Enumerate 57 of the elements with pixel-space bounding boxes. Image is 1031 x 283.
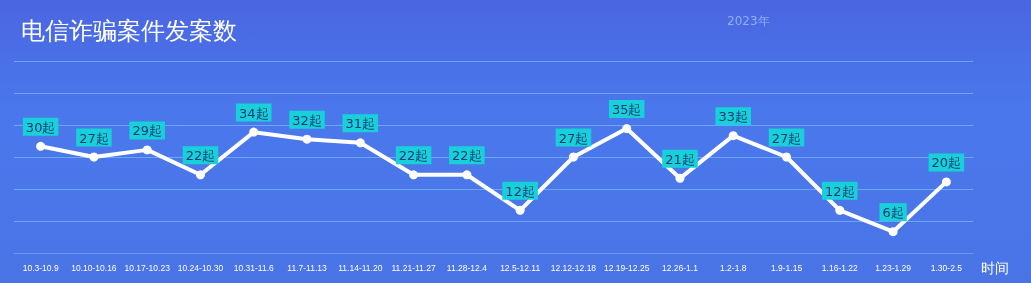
- point: [782, 152, 792, 162]
- data-label: 30起: [25, 119, 56, 135]
- point: [36, 141, 46, 151]
- data-label: 20起: [931, 155, 962, 171]
- x-tick-label: 10.3-10.9: [22, 262, 59, 273]
- x-tick-label: 12.5-12.11: [500, 262, 541, 273]
- data-label: 27起: [558, 130, 589, 146]
- point: [462, 170, 472, 180]
- x-tick-label: 11.21-11.27: [391, 262, 436, 273]
- x-axis-title: 时间: [981, 260, 1009, 276]
- point: [941, 177, 951, 187]
- data-label: 6起: [882, 205, 904, 221]
- data-label: 31起: [345, 116, 376, 132]
- x-tick-label: 10.17-10.23: [124, 262, 171, 273]
- x-tick-label: 11.28-12.4: [446, 262, 488, 273]
- point: [249, 127, 259, 137]
- point: [888, 227, 898, 237]
- x-tick-label: 10.31-11.6: [233, 262, 275, 273]
- data-label: 27起: [771, 130, 802, 146]
- point: [622, 124, 632, 134]
- point: [675, 173, 685, 183]
- data-label: 12起: [825, 183, 855, 199]
- data-label: 35起: [611, 102, 642, 118]
- chart-subtitle: 2023年: [727, 14, 770, 28]
- point: [302, 134, 312, 144]
- chart-title: 电信诈骗案件发案数: [21, 17, 237, 45]
- x-tick-label: 1.23-1.29: [875, 262, 912, 273]
- x-tick-label: 1.16-1.22: [821, 262, 859, 273]
- data-label: 34起: [238, 105, 269, 121]
- data-label: 22起: [398, 148, 429, 164]
- x-tick-label: 11.14-11.20: [338, 262, 383, 273]
- point: [568, 152, 578, 162]
- x-tick-label: 12.26-1.1: [662, 262, 699, 273]
- x-tick-label: 12.12-12.18: [550, 262, 597, 273]
- point: [142, 145, 152, 155]
- point: [89, 152, 99, 162]
- data-label: 12起: [505, 183, 535, 199]
- data-label: 22起: [185, 148, 216, 164]
- point: [409, 170, 419, 180]
- x-tick-label: 10.24-10.30: [177, 262, 224, 273]
- point: [835, 205, 845, 215]
- point: [728, 131, 738, 141]
- x-tick-label: 1.9-1.15: [770, 262, 803, 273]
- point: [515, 205, 525, 215]
- data-label: 32起: [292, 112, 322, 128]
- data-label: 27起: [79, 130, 109, 146]
- data-label: 21起: [665, 151, 695, 167]
- x-tick-label: 11.7-11.13: [287, 262, 327, 273]
- data-label: 33起: [718, 109, 749, 125]
- x-tick-label: 1.2-1.8: [720, 262, 747, 273]
- data-label: 29起: [132, 123, 162, 139]
- data-label: 22起: [452, 148, 482, 164]
- x-tick-label: 10.10-10.16: [71, 262, 117, 273]
- x-tick-label: 1.30-2.5: [930, 262, 963, 273]
- point: [355, 138, 365, 148]
- x-tick-label: 12.19-12.25: [604, 262, 650, 273]
- point: [195, 170, 205, 180]
